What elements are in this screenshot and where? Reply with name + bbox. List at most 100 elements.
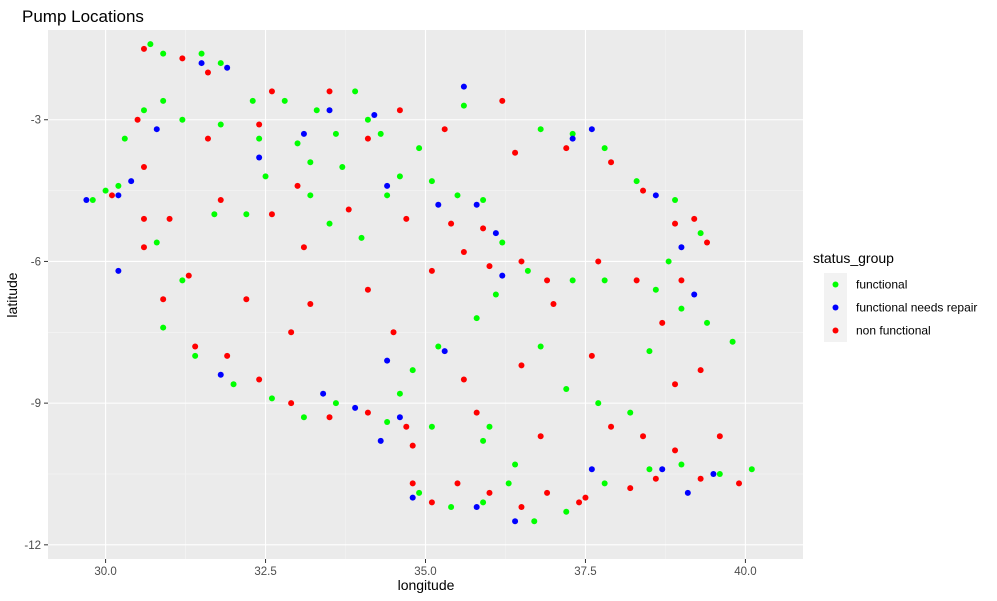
data-point [332, 400, 339, 407]
data-point [569, 130, 576, 137]
x-tick-label: 35.0 [414, 566, 436, 578]
legend-swatch [832, 304, 839, 311]
data-point [256, 154, 263, 161]
data-point [166, 215, 173, 222]
data-point [652, 475, 659, 482]
data-point [499, 239, 506, 246]
data-point [518, 258, 525, 265]
data-point [537, 433, 544, 440]
data-point [678, 305, 685, 312]
data-point [179, 55, 186, 62]
data-point [198, 50, 205, 57]
x-tick-label: 37.5 [574, 566, 596, 578]
data-point [473, 315, 480, 322]
data-point [403, 215, 410, 222]
y-tick-label: -3 [31, 115, 41, 127]
data-point [601, 145, 608, 152]
data-point [403, 423, 410, 430]
data-point [544, 489, 551, 496]
data-point [729, 338, 736, 345]
legend-label: non functional [856, 324, 931, 338]
data-point [140, 45, 147, 52]
data-point [256, 135, 263, 142]
data-point [569, 277, 576, 284]
data-point [480, 197, 487, 204]
data-point [704, 239, 711, 246]
data-point [531, 518, 538, 525]
data-point [480, 499, 487, 506]
data-point [710, 470, 717, 477]
x-tick-label: 30.0 [94, 566, 116, 578]
data-point [326, 220, 333, 227]
data-point [601, 480, 608, 487]
data-point [435, 343, 442, 350]
chart-title: Pump Locations [22, 7, 144, 26]
data-point [736, 480, 743, 487]
data-point [358, 234, 365, 241]
data-point [224, 352, 231, 359]
data-point [147, 41, 154, 48]
data-point [396, 173, 403, 180]
data-point [211, 211, 218, 218]
data-point [345, 206, 352, 213]
data-point [89, 197, 96, 204]
data-point [377, 437, 384, 444]
data-point [256, 121, 263, 128]
data-point [454, 480, 461, 487]
data-point [435, 201, 442, 208]
data-point [384, 357, 391, 364]
legend-swatch [832, 327, 839, 334]
data-point [672, 220, 679, 227]
data-point [268, 211, 275, 218]
data-point [697, 230, 704, 237]
data-point [640, 433, 647, 440]
data-point [582, 494, 589, 501]
data-point [716, 433, 723, 440]
data-point [428, 423, 435, 430]
data-point [512, 461, 519, 468]
data-point [192, 352, 199, 359]
data-point [608, 423, 615, 430]
data-point [396, 414, 403, 421]
data-point [563, 385, 570, 392]
data-point [640, 187, 647, 194]
data-point [288, 400, 295, 407]
data-point [300, 244, 307, 251]
x-axis-ticks: 30.0 32.5 35.0 37.5 40.0 [94, 559, 757, 578]
data-point [364, 116, 371, 123]
y-tick-label: -9 [31, 398, 41, 410]
data-point [364, 409, 371, 416]
data-point [480, 437, 487, 444]
data-point [716, 470, 723, 477]
data-point [748, 466, 755, 473]
data-point [121, 135, 128, 142]
data-point [505, 480, 512, 487]
data-point [492, 230, 499, 237]
data-point [249, 97, 256, 104]
data-point [134, 116, 141, 123]
data-point [691, 215, 698, 222]
data-point [460, 248, 467, 255]
data-point [396, 107, 403, 114]
data-point [569, 135, 576, 142]
data-point [473, 504, 480, 511]
data-point [160, 296, 167, 303]
data-point [595, 258, 602, 265]
data-point [320, 390, 327, 397]
data-point [243, 296, 250, 303]
data-point [576, 499, 583, 506]
data-point [486, 263, 493, 270]
data-point [153, 239, 160, 246]
data-point [160, 324, 167, 331]
data-point [588, 126, 595, 133]
data-point [665, 258, 672, 265]
data-point [160, 97, 167, 104]
data-point [217, 197, 224, 204]
data-point [108, 192, 115, 199]
data-point [691, 291, 698, 298]
y-axis-title: latitude [4, 272, 20, 317]
data-point [102, 187, 109, 194]
data-point [377, 130, 384, 137]
y-tick-label: -6 [31, 256, 41, 268]
